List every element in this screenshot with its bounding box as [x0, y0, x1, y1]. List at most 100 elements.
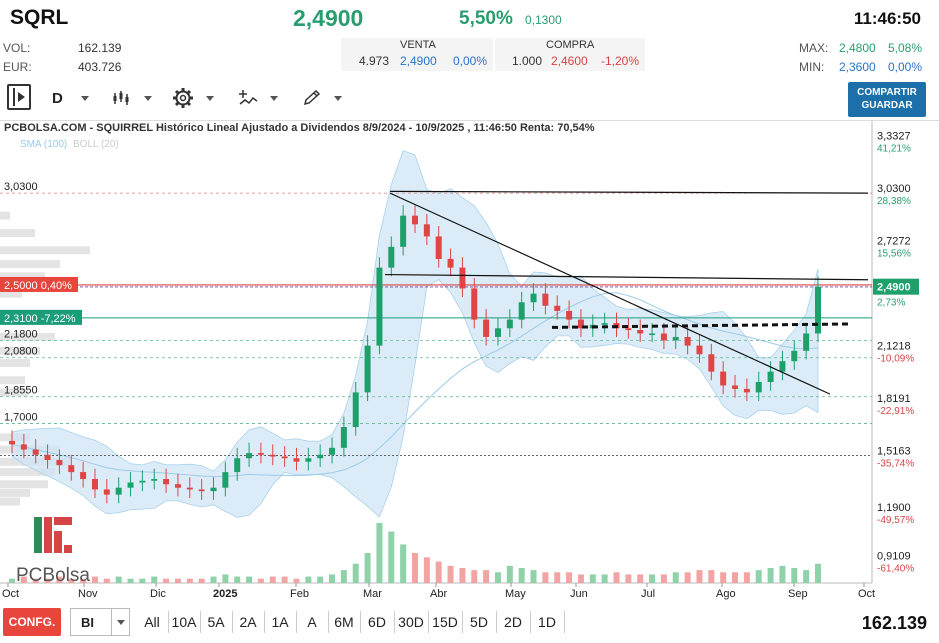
- vol-value: 162.139: [78, 41, 122, 55]
- volume-bar: [672, 572, 679, 583]
- candle-body: [518, 302, 525, 320]
- level-tag: [0, 309, 82, 325]
- volume-bar: [293, 578, 300, 583]
- range-button-5a[interactable]: 5A: [207, 614, 225, 630]
- volume-bar: [708, 570, 715, 583]
- right-axis-value: 1,5163: [877, 445, 911, 457]
- volume-profile-bar: [0, 468, 55, 477]
- volume-bar: [9, 578, 15, 583]
- sma-line: [11, 292, 819, 478]
- volume-bar: [625, 574, 632, 583]
- range-button-30d[interactable]: 30D: [398, 614, 424, 630]
- range-button-6m[interactable]: 6M: [334, 614, 354, 630]
- range-button-2d[interactable]: 2D: [504, 614, 522, 630]
- range-button-15d[interactable]: 15D: [432, 614, 458, 630]
- candle-body: [281, 456, 288, 459]
- share-save-button[interactable]: COMPARTIR GUARDAR: [848, 82, 926, 117]
- right-axis-pct: -10,09%: [877, 353, 914, 364]
- candle-body: [732, 385, 739, 389]
- volume-bar: [660, 574, 667, 583]
- candle-body: [222, 472, 229, 488]
- right-axis-value: 2,1218: [877, 340, 911, 352]
- range-button-1a[interactable]: 1A: [271, 614, 289, 630]
- draw-tools-menu[interactable]: [302, 84, 342, 112]
- right-axis-value: 1,1900: [877, 502, 911, 514]
- eur-label: EUR:: [3, 60, 32, 74]
- level-label: 3,0300: [4, 181, 38, 193]
- range-button-10a[interactable]: 10A: [171, 614, 197, 630]
- chevron-down-icon: [334, 95, 342, 101]
- candle-body: [672, 336, 679, 341]
- range-button-5d[interactable]: 5D: [470, 614, 488, 630]
- chevron-down-icon: [111, 609, 130, 635]
- max-label: MAX:: [799, 41, 829, 55]
- volume-bar: [352, 563, 359, 583]
- candle-body: [234, 458, 241, 473]
- range-separator: [328, 611, 329, 633]
- x-axis-label: Jul: [641, 588, 655, 600]
- indicators-menu[interactable]: [238, 84, 278, 112]
- range-separator: [530, 611, 531, 633]
- compra-price: 2,4600: [551, 54, 588, 68]
- resistance-line-2: [384, 273, 869, 281]
- volume-bar: [269, 576, 276, 583]
- compra-box: [495, 38, 645, 71]
- range-separator: [168, 611, 169, 633]
- level-tag: [0, 276, 78, 292]
- candle-body: [246, 453, 253, 459]
- volume-bar: [115, 576, 122, 583]
- volume-profile-bar: [0, 358, 30, 367]
- scale-select[interactable]: BI: [70, 608, 130, 636]
- volume-bar: [613, 572, 620, 583]
- volume-bar: [103, 578, 110, 583]
- max-pct: 5,08%: [888, 41, 923, 55]
- volume-bar: [281, 576, 288, 583]
- candle-body: [376, 267, 383, 346]
- candle-body: [103, 489, 110, 495]
- volume-profile-bar: [0, 272, 45, 281]
- candle-body: [791, 350, 798, 362]
- right-axis-pct: 15,56%: [877, 249, 911, 260]
- range-button-1d[interactable]: 1D: [538, 614, 556, 630]
- candle-body: [9, 440, 15, 445]
- volume-bar: [329, 574, 336, 583]
- candle-body: [755, 381, 762, 393]
- panel-toggle-icon[interactable]: [7, 84, 31, 110]
- config-button[interactable]: CONFG.: [3, 608, 61, 636]
- volume-bar: [139, 578, 146, 583]
- range-button-2a[interactable]: 2A: [239, 614, 257, 630]
- range-button-a[interactable]: A: [307, 614, 317, 630]
- candle-body: [649, 333, 656, 335]
- candle-body: [767, 371, 774, 382]
- chevron-down-icon: [144, 95, 152, 101]
- candle-body: [577, 319, 584, 329]
- range-separator: [200, 611, 201, 633]
- range-button-all[interactable]: All: [144, 614, 160, 630]
- candle-body: [447, 258, 454, 268]
- volume-bar: [151, 576, 158, 583]
- period-selector[interactable]: D: [52, 84, 89, 112]
- level-label: 2,1800: [4, 328, 38, 340]
- price-chart[interactable]: PCBOLSA.COM - SQUIRREL Histórico Lineal …: [0, 121, 939, 605]
- level-label: 1,7000: [4, 412, 38, 424]
- logo-mark: [34, 517, 42, 553]
- price-tag-value: 2,4900: [877, 282, 911, 294]
- candle-body: [660, 333, 667, 341]
- level-label: 1,8550: [4, 385, 38, 397]
- chart-type-selector[interactable]: [112, 84, 152, 112]
- x-axis-label: Oct: [2, 588, 19, 600]
- volume-total: 162.139: [861, 613, 927, 633]
- volume-bar: [340, 570, 347, 583]
- min-label: MIN:: [799, 60, 825, 74]
- candle-body: [684, 336, 691, 346]
- range-button-6d[interactable]: 6D: [368, 614, 386, 630]
- candle-body: [506, 319, 513, 329]
- candle-body: [127, 482, 134, 488]
- volume-bar: [779, 565, 786, 583]
- volume-bar: [767, 568, 774, 583]
- right-axis-value: 0,9109: [877, 550, 911, 562]
- candles-icon: [113, 91, 129, 105]
- settings-menu[interactable]: [172, 84, 214, 112]
- candle-body: [471, 288, 478, 320]
- compra-label: COMPRA: [546, 39, 595, 51]
